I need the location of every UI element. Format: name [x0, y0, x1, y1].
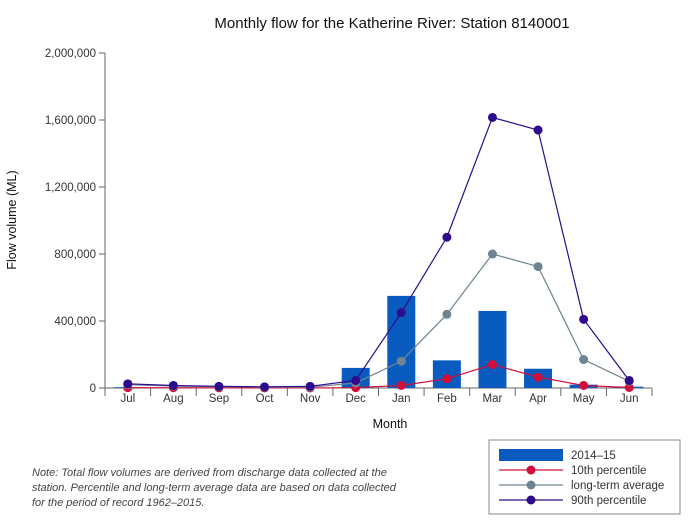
legend-marker: [526, 495, 536, 505]
series-point: [579, 314, 589, 324]
footnote: Note: Total flow volumes are derived fro…: [32, 467, 396, 509]
series-line: [127, 253, 630, 388]
x-tick-label: Nov: [300, 393, 321, 405]
series-point: [624, 375, 634, 385]
series-point: [123, 379, 133, 389]
x-tick-label: Sep: [209, 393, 229, 405]
series-point: [396, 356, 406, 366]
x-tick-label: Aug: [163, 393, 183, 405]
series-point: [396, 380, 406, 390]
series-point: [396, 308, 406, 318]
series-point: [487, 112, 497, 122]
x-tick-label: Jan: [392, 393, 411, 405]
x-tick-label: Feb: [437, 393, 457, 405]
legend-marker: [526, 465, 536, 475]
x-tick-label: Dec: [345, 393, 366, 405]
y-tick-label: 400,000: [54, 316, 96, 328]
series-line: [127, 116, 630, 388]
series-line: [127, 363, 630, 389]
y-tick-label: 800,000: [54, 249, 96, 261]
series-point: [442, 374, 452, 384]
x-tick-label: Oct: [256, 393, 275, 405]
series-point: [533, 262, 543, 272]
x-axis: Jul Aug Sep Oct Nov Dec Jan Feb Mar Apr May Jun: [104, 387, 653, 405]
legend-label: long-term average: [571, 480, 664, 492]
x-tick-label: Jul: [120, 393, 135, 405]
bar: [478, 310, 507, 388]
series-point: [487, 360, 497, 370]
y-tick-label: 1,200,000: [45, 182, 96, 194]
legend-marker: [526, 480, 536, 490]
y-axis-label: Flow volume (ML): [5, 170, 19, 269]
series-point: [442, 232, 452, 242]
legend-label: 2014–15: [571, 450, 616, 462]
series-point: [533, 125, 543, 135]
series-point: [305, 381, 315, 391]
bars-2014-15: [113, 295, 644, 388]
legend-label: 90th percentile: [571, 495, 646, 507]
y-tick-label: 0: [90, 383, 96, 395]
legend: 2014–15 10th percentile long-term average 9…: [488, 439, 681, 515]
line-series: [123, 112, 634, 393]
chart-title: Monthly flow for the Katherine River: St…: [214, 15, 569, 32]
y-axis: 0 400,000 800,000 1,200,000 1,600,000 2,000,0…: [45, 48, 106, 395]
y-tick-label: 1,600,000: [45, 115, 96, 127]
series-point: [624, 382, 634, 392]
series-point: [442, 309, 452, 319]
y-tick-label: 2,000,000: [45, 48, 96, 60]
series-point: [487, 249, 497, 259]
series-point: [214, 381, 224, 391]
series-point: [168, 380, 178, 390]
series-point: [533, 372, 543, 382]
x-tick-label: Mar: [483, 393, 503, 405]
series-point: [351, 375, 361, 385]
x-tick-label: Jun: [620, 393, 639, 405]
series-point: [260, 382, 270, 392]
series-point: [579, 355, 589, 365]
series-point: [579, 380, 589, 390]
bar: [432, 360, 461, 388]
legend-swatch: [499, 449, 563, 461]
legend-label: 10th percentile: [571, 465, 646, 477]
x-tick-label: May: [573, 393, 595, 405]
x-axis-label: Month: [373, 417, 408, 431]
x-tick-label: Apr: [529, 393, 547, 405]
